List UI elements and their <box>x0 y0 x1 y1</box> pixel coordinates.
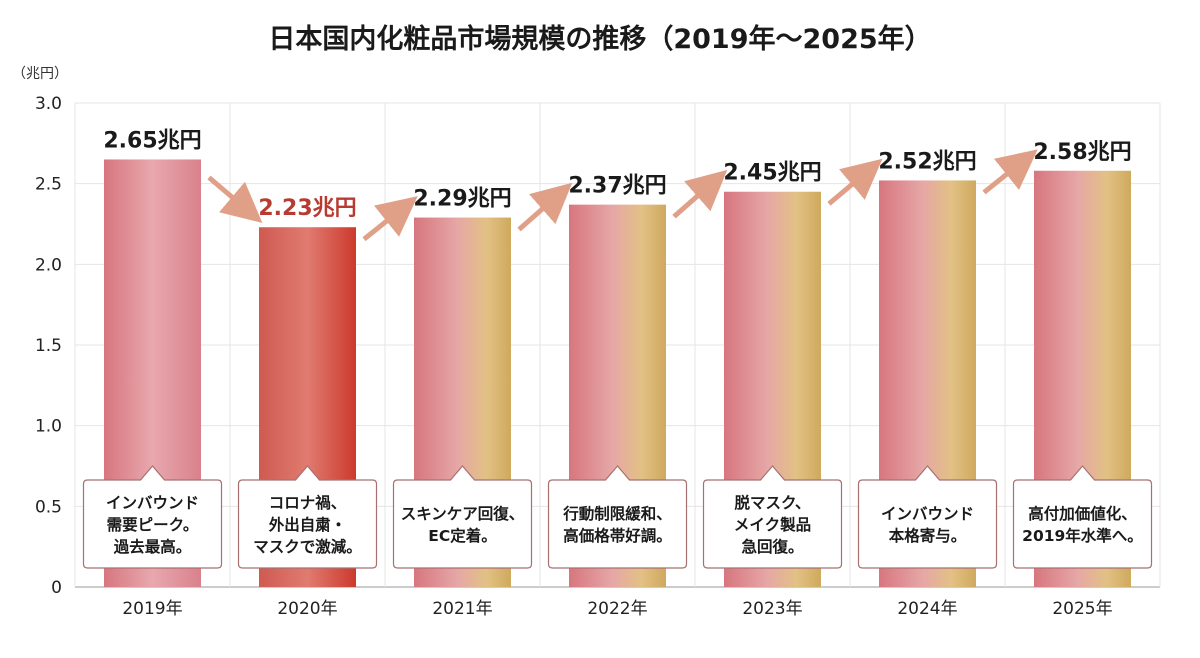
annotation-text: メイク製品 <box>734 515 811 534</box>
x-tick-label: 2022年 <box>587 599 647 619</box>
annotation-text: 外出自粛・ <box>269 515 347 534</box>
annotation-text: 急回復。 <box>741 537 803 556</box>
annotation-text: スキンケア回復、 <box>401 504 525 523</box>
annotation-callout <box>1012 465 1153 569</box>
annotation-text: コロナ禍、 <box>269 493 347 512</box>
y-tick-label: 1.0 <box>35 417 62 437</box>
trend-arrow <box>517 182 573 232</box>
data-label: 2.65兆円 <box>103 128 201 153</box>
annotation-callout <box>547 465 688 569</box>
annotation-text: 行動制限緩和、 <box>562 504 672 523</box>
data-label: 2.23兆円 <box>258 196 356 221</box>
annotation-text: 脱マスク、 <box>734 493 810 512</box>
x-tick-label: 2019年 <box>122 599 182 619</box>
data-label: 2.29兆円 <box>413 187 511 212</box>
x-tick-label: 2025年 <box>1052 599 1112 619</box>
annotation-text: 高付加価値化、 <box>1028 504 1137 523</box>
x-tick-label: 2021年 <box>432 599 492 619</box>
trend-arrow <box>207 175 263 223</box>
data-label: 2.37兆円 <box>568 174 666 199</box>
data-label: 2.45兆円 <box>723 161 821 186</box>
y-axis-unit: （兆円） <box>12 66 68 82</box>
trend-arrow <box>672 169 728 219</box>
annotation-text: インバウンド <box>106 494 199 512</box>
annotation-text: マスクで激減。 <box>253 537 362 556</box>
data-label: 2.52兆円 <box>878 149 976 174</box>
annotation-text: 需要ピーク。 <box>107 515 199 534</box>
chart-title: 日本国内化粧品市場規模の推移（2019年～2025年） <box>268 23 931 55</box>
y-tick-label: 3.0 <box>35 94 62 114</box>
annotation-callout <box>82 465 223 569</box>
x-tick-label: 2023年 <box>742 599 802 619</box>
annotation-callout <box>702 465 843 569</box>
y-tick-label: 2.5 <box>35 175 62 195</box>
y-tick-label: 0 <box>51 578 62 598</box>
annotation-text: EC定着。 <box>428 526 496 545</box>
annotation-callout <box>237 465 378 569</box>
x-tick-label: 2024年 <box>897 599 957 619</box>
y-tick-label: 2.0 <box>35 255 62 275</box>
y-tick-label: 0.5 <box>35 497 62 517</box>
x-tick-label: 2020年 <box>277 599 337 619</box>
annotation-text: 高価格帯好調。 <box>563 526 672 545</box>
trend-arrow <box>982 149 1038 195</box>
data-label: 2.58兆円 <box>1033 140 1131 165</box>
annotation-text: インバウンド <box>881 505 974 523</box>
annotation-text: 本格寄与。 <box>889 526 967 545</box>
annotation-text: 過去最高。 <box>113 537 192 556</box>
trend-arrow <box>827 158 883 206</box>
annotation-text: 2019年水準へ。 <box>1022 526 1143 545</box>
trend-arrow <box>362 196 418 242</box>
y-tick-label: 1.5 <box>35 336 62 356</box>
annotation-callout <box>857 465 998 569</box>
annotation-callout <box>392 465 533 569</box>
